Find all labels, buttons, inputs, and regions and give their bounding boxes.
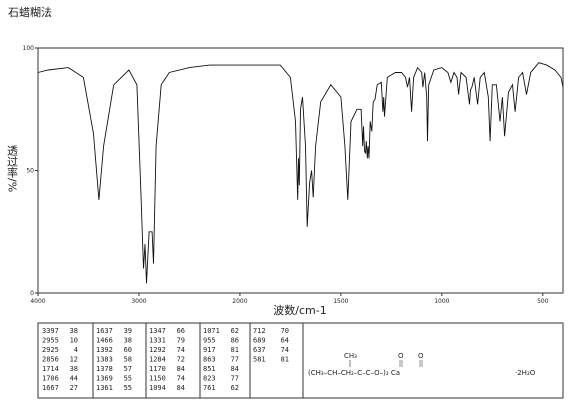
spectrum-line <box>37 62 564 284</box>
peak-wavenumber: 1361 <box>96 384 113 392</box>
peak-wavenumber: 1150 <box>149 375 166 383</box>
peak-wavenumber: 1331 <box>149 337 166 345</box>
peak-wavenumber: 689 <box>253 337 266 345</box>
peak-transmittance: 39 <box>124 327 132 335</box>
peak-wavenumber: 1706 <box>42 375 59 383</box>
peak-transmittance: 84 <box>177 384 185 392</box>
structure-oxygen: O <box>418 352 424 360</box>
peak-transmittance: 72 <box>177 356 185 364</box>
peak-wavenumber: 823 <box>203 375 216 383</box>
peak-transmittance: 62 <box>231 384 239 392</box>
peak-transmittance: 58 <box>124 356 132 364</box>
peak-wavenumber: 917 <box>203 346 216 354</box>
peak-transmittance: 74 <box>177 375 185 383</box>
table-frame <box>37 322 564 399</box>
peak-transmittance: 84 <box>177 365 185 373</box>
structure-oxygen: O <box>398 352 404 360</box>
peak-transmittance: 70 <box>281 327 289 335</box>
peak-transmittance: 64 <box>281 337 289 345</box>
x-tick-label: 1500 <box>333 298 348 305</box>
structure-branch: CH₃ <box>344 352 357 360</box>
peak-wavenumber: 1347 <box>149 327 166 335</box>
peak-wavenumber: 1466 <box>96 337 113 345</box>
peak-transmittance: 44 <box>70 375 78 383</box>
peak-wavenumber: 3397 <box>42 327 59 335</box>
peak-transmittance: 86 <box>231 337 239 345</box>
x-tick-label: 3000 <box>131 298 146 305</box>
peak-wavenumber: 2955 <box>42 337 59 345</box>
peak-wavenumber: 1284 <box>149 356 166 364</box>
peak-transmittance: 81 <box>231 346 239 354</box>
peak-transmittance: 66 <box>177 327 185 335</box>
peak-transmittance: 77 <box>231 375 239 383</box>
peak-transmittance: 77 <box>231 356 239 364</box>
x-tick-label: 4000 <box>30 298 45 305</box>
x-axis-label: 波数/cm-1 <box>273 304 326 317</box>
peak-wavenumber: 761 <box>203 384 216 392</box>
peak-transmittance: 57 <box>124 365 132 373</box>
structure-hydrate: ·2H₂O <box>515 369 536 377</box>
peak-wavenumber: 1637 <box>96 327 113 335</box>
y-tick-label: 50 <box>26 168 34 175</box>
peak-transmittance: 4 <box>74 346 78 354</box>
peak-transmittance: 74 <box>177 346 185 354</box>
peak-transmittance: 81 <box>281 356 289 364</box>
peak-wavenumber: 2856 <box>42 356 59 364</box>
chart-title: 石蜡糊法 <box>8 5 52 19</box>
structure-formula: (CH₃–CH–CH₂–C–C–O–)₂ Ca <box>308 369 400 377</box>
peak-wavenumber: 1667 <box>42 384 59 392</box>
peak-wavenumber: 1170 <box>149 365 166 373</box>
peak-transmittance: 74 <box>281 346 289 354</box>
peak-wavenumber: 1378 <box>96 365 113 373</box>
peak-transmittance: 55 <box>124 375 132 383</box>
peak-wavenumber: 1071 <box>203 327 220 335</box>
peak-transmittance: 12 <box>70 356 78 364</box>
peak-wavenumber: 1714 <box>42 365 59 373</box>
peak-transmittance: 79 <box>177 337 185 345</box>
y-tick-label: 100 <box>23 45 35 52</box>
peak-wavenumber: 1392 <box>96 346 113 354</box>
peak-transmittance: 27 <box>70 384 78 392</box>
peak-wavenumber: 712 <box>253 327 266 335</box>
peak-transmittance: 55 <box>124 384 132 392</box>
peak-transmittance: 10 <box>70 337 78 345</box>
plot-frame <box>37 47 564 294</box>
peak-wavenumber: 955 <box>203 337 216 345</box>
peak-wavenumber: 581 <box>253 356 266 364</box>
peak-wavenumber: 863 <box>203 356 216 364</box>
peak-wavenumber: 1383 <box>96 356 113 364</box>
x-tick-label: 500 <box>537 298 549 305</box>
peak-wavenumber: 851 <box>203 365 216 373</box>
y-tick-label: 0 <box>30 290 34 297</box>
peak-transmittance: 38 <box>124 337 132 345</box>
y-axis-label: 透过率/% <box>6 145 19 192</box>
peak-transmittance: 38 <box>70 365 78 373</box>
peak-transmittance: 60 <box>124 346 132 354</box>
peak-wavenumber: 1094 <box>149 384 166 392</box>
peak-transmittance: 38 <box>70 327 78 335</box>
peak-wavenumber: 1292 <box>149 346 166 354</box>
peak-wavenumber: 1369 <box>96 375 113 383</box>
peak-transmittance: 62 <box>231 327 239 335</box>
x-tick-label: 2000 <box>232 298 247 305</box>
peak-wavenumber: 2925 <box>42 346 59 354</box>
peak-wavenumber: 637 <box>253 346 266 354</box>
x-tick-label: 1000 <box>434 298 449 305</box>
peak-transmittance: 84 <box>231 365 239 373</box>
